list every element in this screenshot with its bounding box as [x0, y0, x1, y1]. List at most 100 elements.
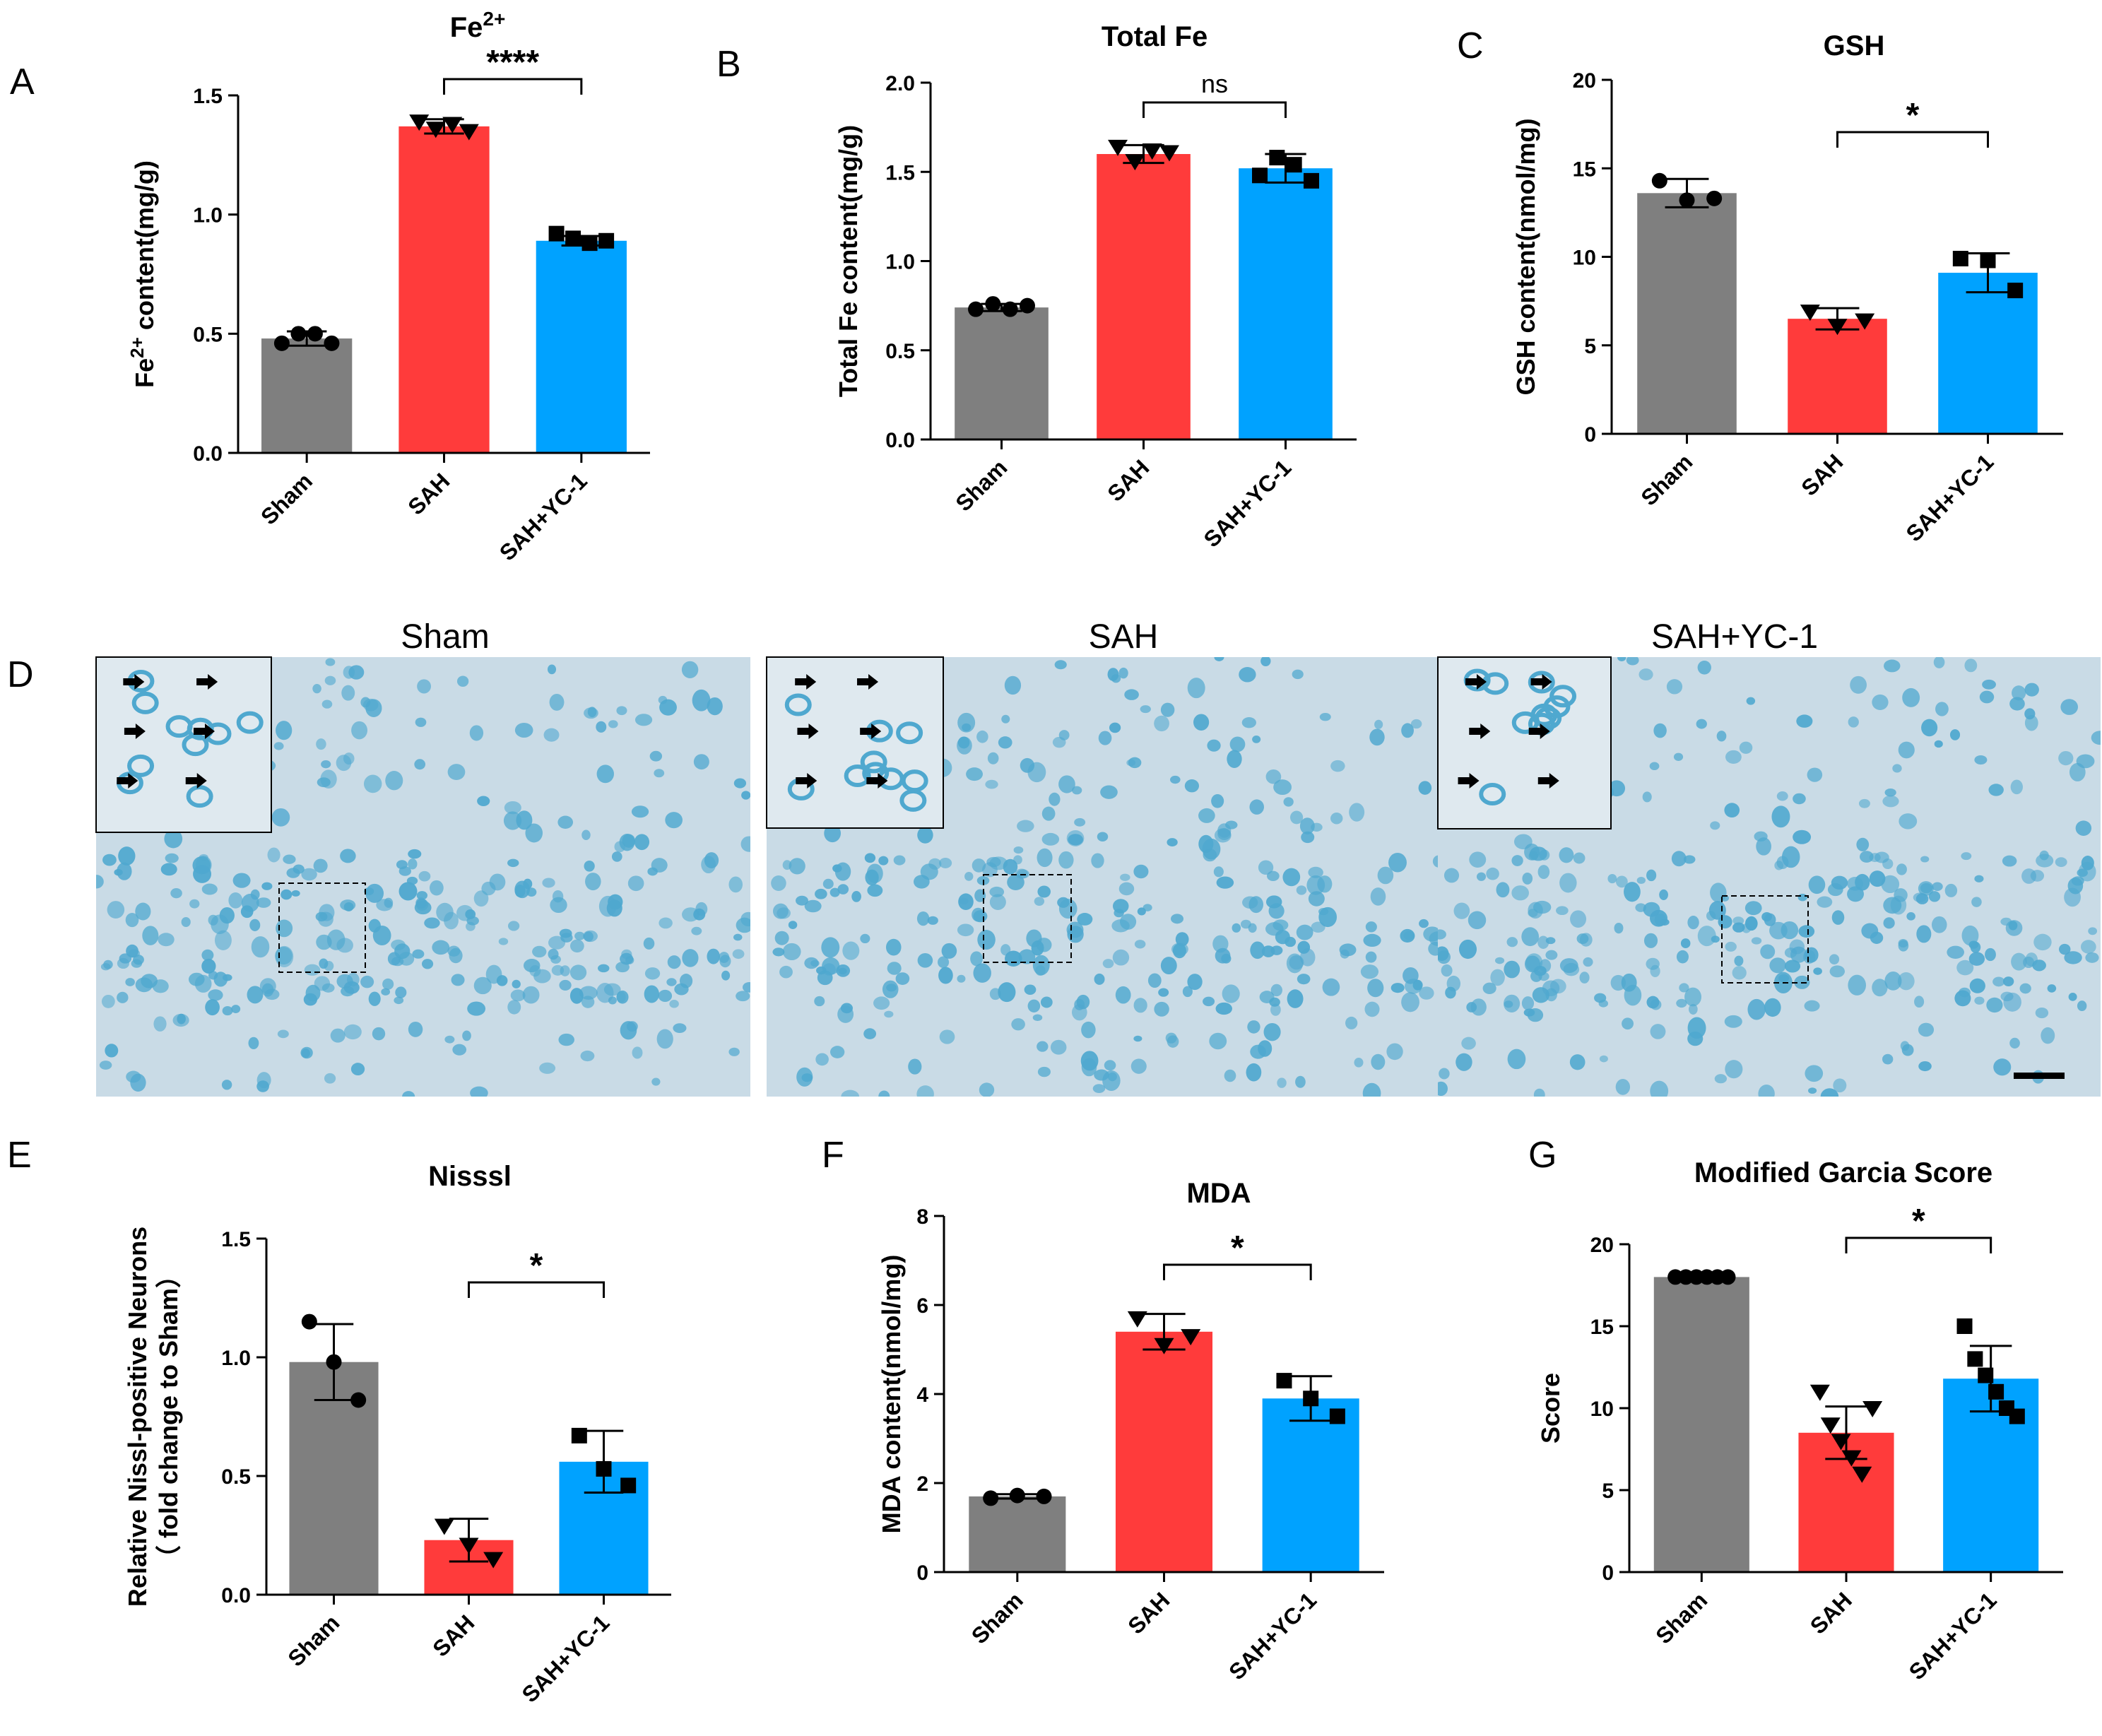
- chart-title: Modified Garcia Score: [1694, 1157, 1992, 1188]
- data-point-sah-yc-1: [1980, 252, 1996, 268]
- data-point-sham: [1706, 190, 1723, 206]
- data-point-sah-yc-1: [1956, 1318, 1973, 1334]
- significance-bracket: [443, 78, 583, 95]
- bar-sah-yc-1: [1262, 1398, 1359, 1572]
- y-tick-label: 4: [916, 1383, 928, 1407]
- y-tick-label: 6: [916, 1294, 928, 1318]
- data-point-sah: [1827, 319, 1848, 336]
- significance-label: *: [530, 1247, 543, 1285]
- significance-bracket: [1163, 1263, 1312, 1280]
- x-tick-label-sah: SAH: [403, 468, 454, 519]
- data-point-sham: [1002, 301, 1018, 317]
- y-tick-label: 0.5: [221, 1465, 251, 1489]
- y-tick-label: 15: [1590, 1316, 1614, 1339]
- x-tick-label-sah: SAH: [427, 1610, 479, 1661]
- significance-label: *: [1912, 1203, 1925, 1240]
- micrograph-inset: [1437, 656, 1612, 829]
- arrow-icon: [185, 773, 207, 789]
- data-point-sah-yc-1: [2009, 1408, 2025, 1424]
- y-axis-label: （ fold change to Sham）: [154, 1263, 183, 1571]
- arrow-icon: [1469, 724, 1491, 739]
- chart-nissl-positive-neurons: Nisssl Relative Nissl-positive Neurons （ f…: [123, 1161, 671, 1707]
- arrow-icon: [797, 724, 819, 739]
- data-point-sah: [1154, 1338, 1174, 1354]
- data-point-sah: [1841, 1450, 1862, 1467]
- arrow-icon: [857, 674, 879, 690]
- significance-label: ns: [1201, 69, 1228, 98]
- micrograph-sah: [766, 656, 1439, 1097]
- magnified-region-box: [983, 874, 1072, 963]
- x-tick-label-sah: SAH: [1123, 1587, 1174, 1638]
- bar-sah: [1097, 154, 1191, 439]
- arrow-icon: [1537, 773, 1559, 789]
- magnified-region-box: [278, 882, 366, 973]
- data-point-sham: [983, 1490, 999, 1506]
- data-point-sah-yc-1: [1276, 1373, 1292, 1389]
- y-tick-label: 15: [1573, 158, 1596, 181]
- nissl-micrographs: Sham SAH SAH+YC-1: [95, 618, 2101, 1097]
- data-point-sham: [290, 326, 307, 342]
- x-tick-label-sham: Sham: [256, 468, 317, 529]
- x-tick-label-sham: Sham: [1651, 1587, 1712, 1648]
- micrograph-sah-yc1: [1437, 656, 2101, 1097]
- data-point-sah-yc-1: [1988, 1383, 2004, 1400]
- y-tick-label: 0: [1584, 423, 1596, 447]
- significance-label: *: [1231, 1229, 1244, 1267]
- chart-title: Total Fe: [1102, 21, 1208, 52]
- panel-label-g: G: [1528, 1135, 1557, 1176]
- data-point-sham: [307, 326, 323, 342]
- y-tick-label: 5: [1584, 335, 1596, 358]
- significance-bracket: [1836, 131, 1989, 148]
- data-point-sham: [301, 1313, 317, 1330]
- data-point-sah: [1862, 1401, 1883, 1417]
- bar-sah-yc-1: [536, 240, 627, 453]
- micrograph-title-sham: Sham: [401, 618, 489, 656]
- panel-label-e: E: [7, 1135, 32, 1176]
- arrow-icon: [860, 724, 882, 739]
- arrow-icon: [196, 674, 218, 690]
- y-tick-label: 0.0: [193, 442, 223, 466]
- significance-label: ****: [486, 44, 539, 81]
- x-tick-label-sah: SAH: [1805, 1587, 1857, 1638]
- panel-label-d: D: [7, 654, 34, 695]
- arrow-icon: [795, 674, 817, 690]
- bar-sham: [1637, 193, 1737, 434]
- arrow-icon: [1528, 724, 1550, 739]
- chart-title: Nisssl: [428, 1161, 512, 1192]
- data-point-sah-yc-1: [1329, 1408, 1345, 1424]
- y-tick-label: 0.5: [193, 323, 223, 346]
- data-point-sah-yc-1: [1303, 172, 1319, 189]
- x-tick-label-sham: Sham: [1636, 449, 1697, 510]
- data-point-sah: [1800, 305, 1820, 321]
- y-axis-label: Total Fe content(mg/g): [834, 125, 863, 397]
- y-tick-label: 8: [916, 1205, 928, 1229]
- data-point-sham: [1720, 1269, 1736, 1285]
- bar-sah: [1788, 319, 1887, 434]
- data-point-sah-yc-1: [1967, 1351, 1983, 1367]
- data-point-sah: [1181, 1329, 1201, 1346]
- y-axis-label: GSH content(nmol/mg): [1511, 119, 1540, 396]
- data-point-sham: [350, 1392, 367, 1408]
- data-point-sah-yc-1: [1269, 150, 1285, 166]
- bar-sah: [1115, 1331, 1213, 1572]
- data-point-sah: [1852, 1466, 1872, 1483]
- data-point-sah: [1108, 139, 1128, 156]
- data-point-sah-yc-1: [1952, 251, 1968, 267]
- y-tick-label: 1.5: [885, 161, 915, 184]
- micrograph-inset: [95, 656, 272, 833]
- y-tick-label: 1.5: [221, 1228, 251, 1251]
- data-point-sham: [324, 335, 340, 351]
- y-tick-label: 0.0: [885, 429, 915, 452]
- x-tick-label-sah-yc-1: SAH+YC-1: [1198, 454, 1296, 552]
- chart-modified-garcia-score: Modified Garcia Score Score 0 5 10 15 20 Sham SA…: [1536, 1157, 2063, 1684]
- data-point-sah-yc-1: [596, 1460, 612, 1477]
- panel-labels: A B C D E F G: [7, 25, 1557, 1176]
- arrow-icon: [1465, 674, 1487, 690]
- data-point-sah-yc-1: [1303, 1390, 1319, 1407]
- data-point-sham: [1019, 297, 1035, 314]
- x-tick-label-sham: Sham: [967, 1587, 1028, 1648]
- scale-bar: [2014, 1073, 2065, 1079]
- arrow-icon: [1530, 674, 1552, 690]
- significance-bracket: [1142, 101, 1287, 118]
- bar-sham: [1653, 1277, 1749, 1572]
